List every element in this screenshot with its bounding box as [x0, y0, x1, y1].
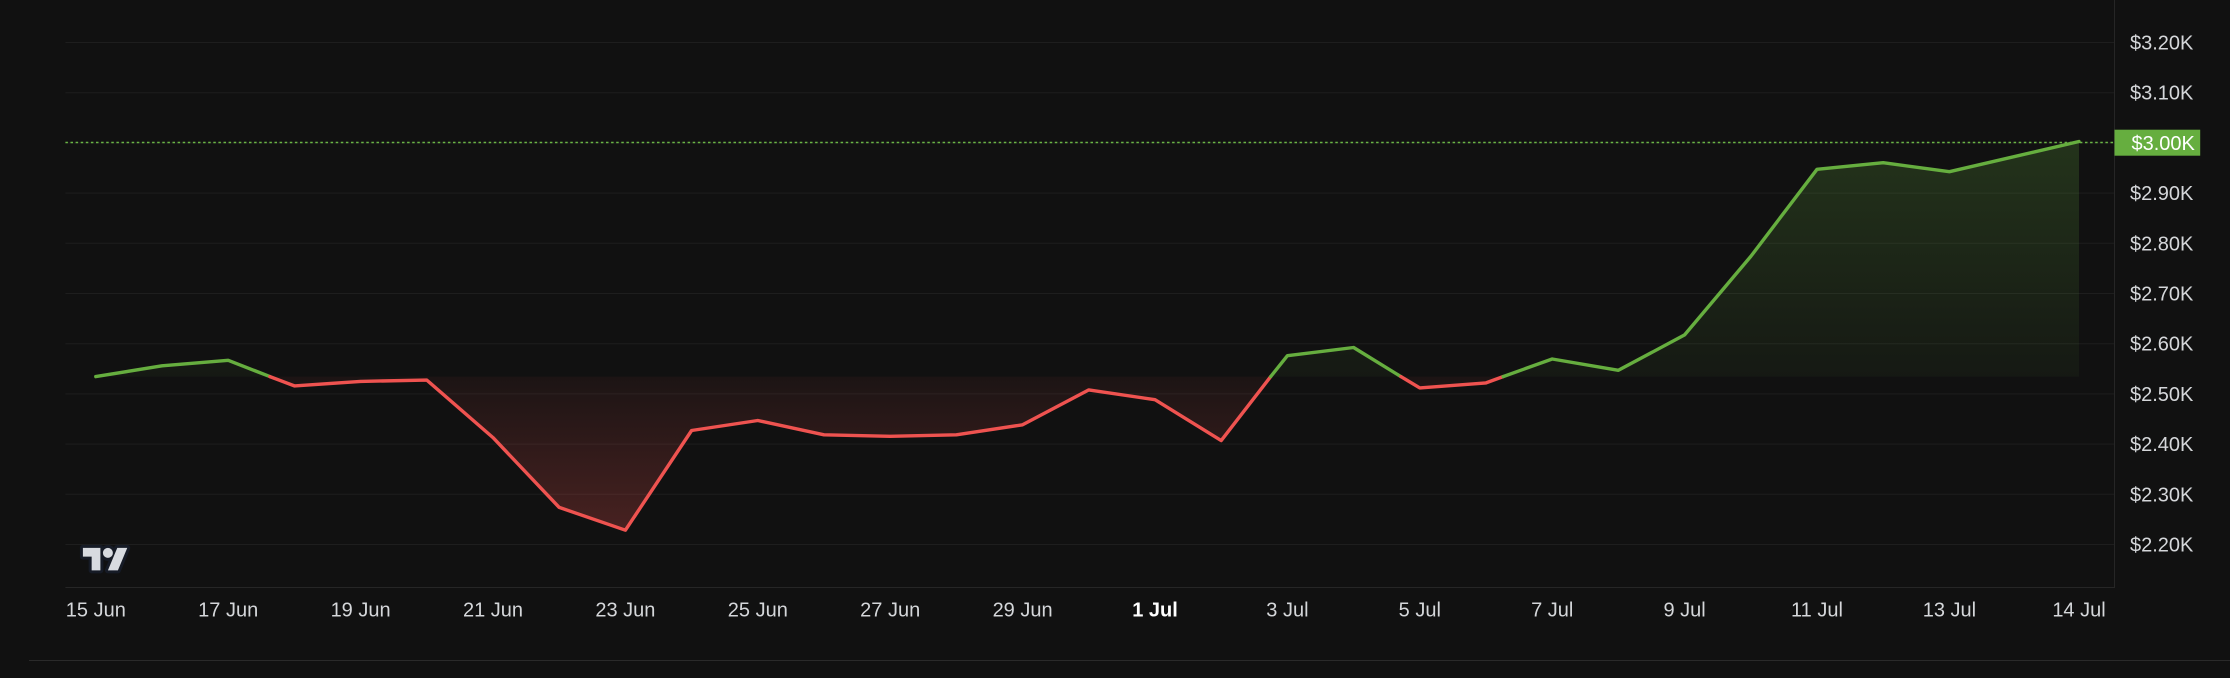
- svg-text:11 Jul: 11 Jul: [1791, 600, 1843, 622]
- svg-text:$3.10K: $3.10K: [2130, 83, 2194, 105]
- svg-text:21 Jun: 21 Jun: [463, 600, 523, 622]
- svg-text:25 Jun: 25 Jun: [728, 600, 788, 622]
- svg-text:13 Jul: 13 Jul: [1923, 600, 1976, 622]
- svg-text:$3.00K: $3.00K: [2132, 133, 2196, 155]
- svg-text:$2.40K: $2.40K: [2130, 434, 2194, 456]
- svg-text:5 Jul: 5 Jul: [1399, 600, 1441, 622]
- svg-text:$2.90K: $2.90K: [2130, 183, 2194, 205]
- svg-text:27 Jun: 27 Jun: [860, 600, 920, 622]
- svg-text:$3.20K: $3.20K: [2130, 33, 2194, 55]
- svg-text:$2.50K: $2.50K: [2130, 384, 2194, 406]
- svg-text:29 Jun: 29 Jun: [993, 600, 1053, 622]
- svg-text:$2.80K: $2.80K: [2130, 233, 2194, 255]
- svg-text:$2.30K: $2.30K: [2130, 484, 2194, 506]
- svg-text:$2.70K: $2.70K: [2130, 284, 2194, 306]
- svg-text:3 Jul: 3 Jul: [1266, 600, 1308, 622]
- svg-text:15 Jun: 15 Jun: [66, 600, 126, 622]
- svg-text:1 Jul: 1 Jul: [1132, 600, 1178, 622]
- svg-text:17 Jun: 17 Jun: [198, 600, 258, 622]
- svg-text:$2.60K: $2.60K: [2130, 334, 2194, 356]
- svg-text:9 Jul: 9 Jul: [1663, 600, 1705, 622]
- svg-text:19 Jun: 19 Jun: [331, 600, 391, 622]
- svg-text:$2.20K: $2.20K: [2130, 535, 2194, 557]
- svg-text:14 Jul: 14 Jul: [2052, 600, 2105, 622]
- svg-text:7 Jul: 7 Jul: [1531, 600, 1573, 622]
- svg-text:23 Jun: 23 Jun: [595, 600, 655, 622]
